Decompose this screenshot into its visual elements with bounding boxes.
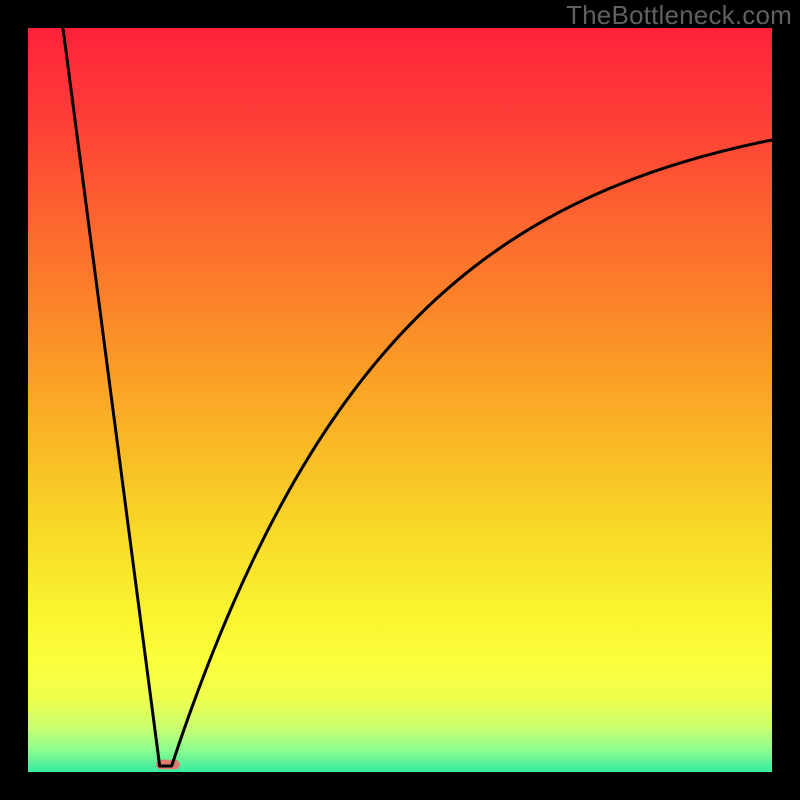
chart-container: TheBottleneck.com [0,0,800,800]
plot-background [28,28,772,772]
bottleneck-chart [0,0,800,800]
watermark-text: TheBottleneck.com [566,0,792,31]
